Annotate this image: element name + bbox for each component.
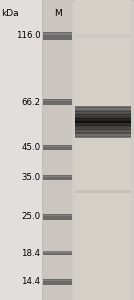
Text: 66.2: 66.2 — [21, 98, 40, 106]
Bar — [75, 124, 131, 125]
Text: 14.4: 14.4 — [21, 278, 40, 286]
Bar — [75, 129, 131, 130]
Bar — [42, 0, 134, 300]
Bar — [43, 251, 72, 255]
Bar — [43, 145, 72, 150]
Bar — [75, 108, 131, 109]
Bar — [75, 108, 131, 111]
Bar — [43, 251, 72, 253]
Bar — [75, 124, 131, 126]
Text: 45.0: 45.0 — [21, 143, 40, 152]
Bar — [75, 121, 131, 122]
Bar — [75, 133, 131, 134]
Bar — [75, 130, 131, 131]
Bar — [43, 279, 72, 285]
Bar — [75, 134, 131, 135]
Bar — [43, 280, 72, 281]
Bar — [75, 109, 131, 110]
Bar — [43, 146, 72, 147]
Bar — [43, 215, 72, 216]
Bar — [75, 132, 131, 133]
Text: 18.4: 18.4 — [21, 248, 40, 257]
Bar — [75, 122, 131, 123]
Bar — [75, 126, 131, 127]
Bar — [43, 32, 72, 40]
Bar — [75, 118, 131, 119]
Bar — [75, 135, 131, 136]
Bar — [75, 110, 131, 112]
Bar — [75, 110, 131, 111]
Bar — [43, 99, 72, 105]
Bar — [75, 133, 131, 134]
Bar — [75, 115, 131, 116]
Bar — [75, 111, 131, 112]
Bar — [75, 106, 131, 108]
Bar — [75, 127, 131, 128]
Bar — [43, 33, 72, 35]
Bar — [43, 0, 72, 300]
Bar — [43, 214, 72, 220]
Bar — [75, 119, 131, 120]
Bar — [75, 114, 131, 116]
Text: 25.0: 25.0 — [21, 212, 40, 221]
Bar — [75, 122, 131, 123]
Bar — [43, 100, 72, 101]
Bar — [75, 190, 131, 193]
Bar — [75, 116, 131, 117]
Bar — [75, 129, 131, 130]
Bar — [75, 131, 131, 132]
Text: 116.0: 116.0 — [16, 32, 40, 40]
Bar — [75, 34, 131, 38]
Text: M: M — [54, 9, 62, 18]
Bar — [75, 112, 131, 113]
Bar — [75, 0, 131, 300]
Bar — [75, 123, 131, 124]
Bar — [75, 107, 131, 108]
Bar — [43, 175, 72, 180]
Bar — [75, 120, 131, 121]
Bar — [75, 136, 131, 137]
Bar — [75, 136, 131, 137]
Bar — [75, 113, 131, 114]
Bar — [75, 128, 131, 129]
Text: kDa: kDa — [1, 9, 19, 18]
Bar — [75, 114, 131, 115]
Bar — [43, 176, 72, 177]
Bar — [75, 125, 131, 127]
Text: 35.0: 35.0 — [21, 173, 40, 182]
Bar — [75, 118, 131, 119]
Bar — [75, 106, 131, 107]
Bar — [75, 117, 131, 118]
